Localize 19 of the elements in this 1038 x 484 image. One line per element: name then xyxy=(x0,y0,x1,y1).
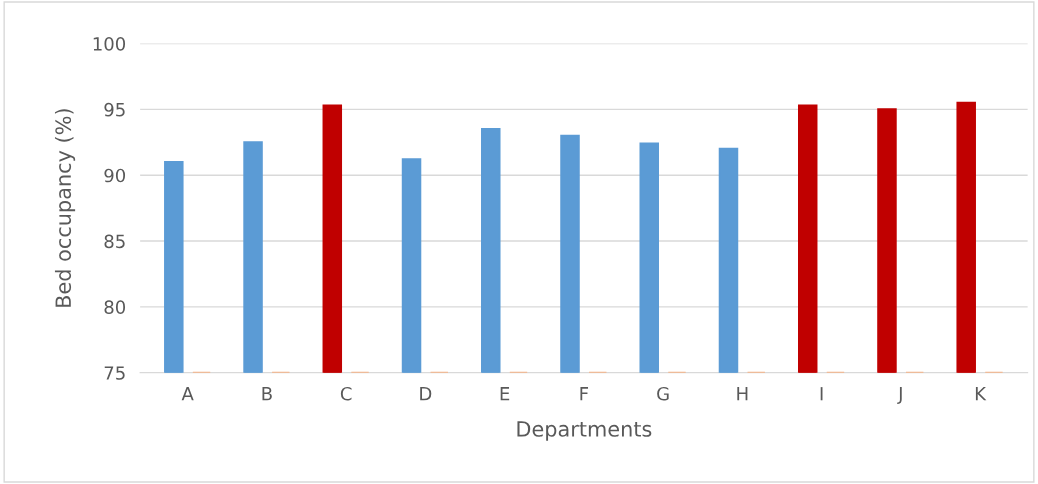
x-tick-label: B xyxy=(262,387,272,401)
x-tick-label: F xyxy=(580,387,589,401)
y-tick-label: 85 xyxy=(104,234,125,249)
y-tick-label: 80 xyxy=(104,300,126,314)
x-tick-label: H xyxy=(737,387,748,401)
x-tick-label: A xyxy=(181,387,194,401)
x-tick-label: I xyxy=(820,387,823,401)
y-tick-label: 90 xyxy=(104,168,126,183)
x-tick-label: E xyxy=(500,387,510,401)
x-tick-label: C xyxy=(340,386,352,401)
y-axis-title: Bed occupancy (%) xyxy=(54,109,76,307)
y-tick-label: 100 xyxy=(93,37,126,51)
x-tick-label: K xyxy=(975,387,987,401)
x-tick-label: D xyxy=(420,387,432,401)
y-tick-label: 95 xyxy=(104,102,125,117)
x-tick-label: J xyxy=(897,387,902,404)
x-axis-title: Departments xyxy=(517,421,652,441)
y-tick-label: 75 xyxy=(104,366,125,380)
x-tick-label: G xyxy=(657,386,669,401)
